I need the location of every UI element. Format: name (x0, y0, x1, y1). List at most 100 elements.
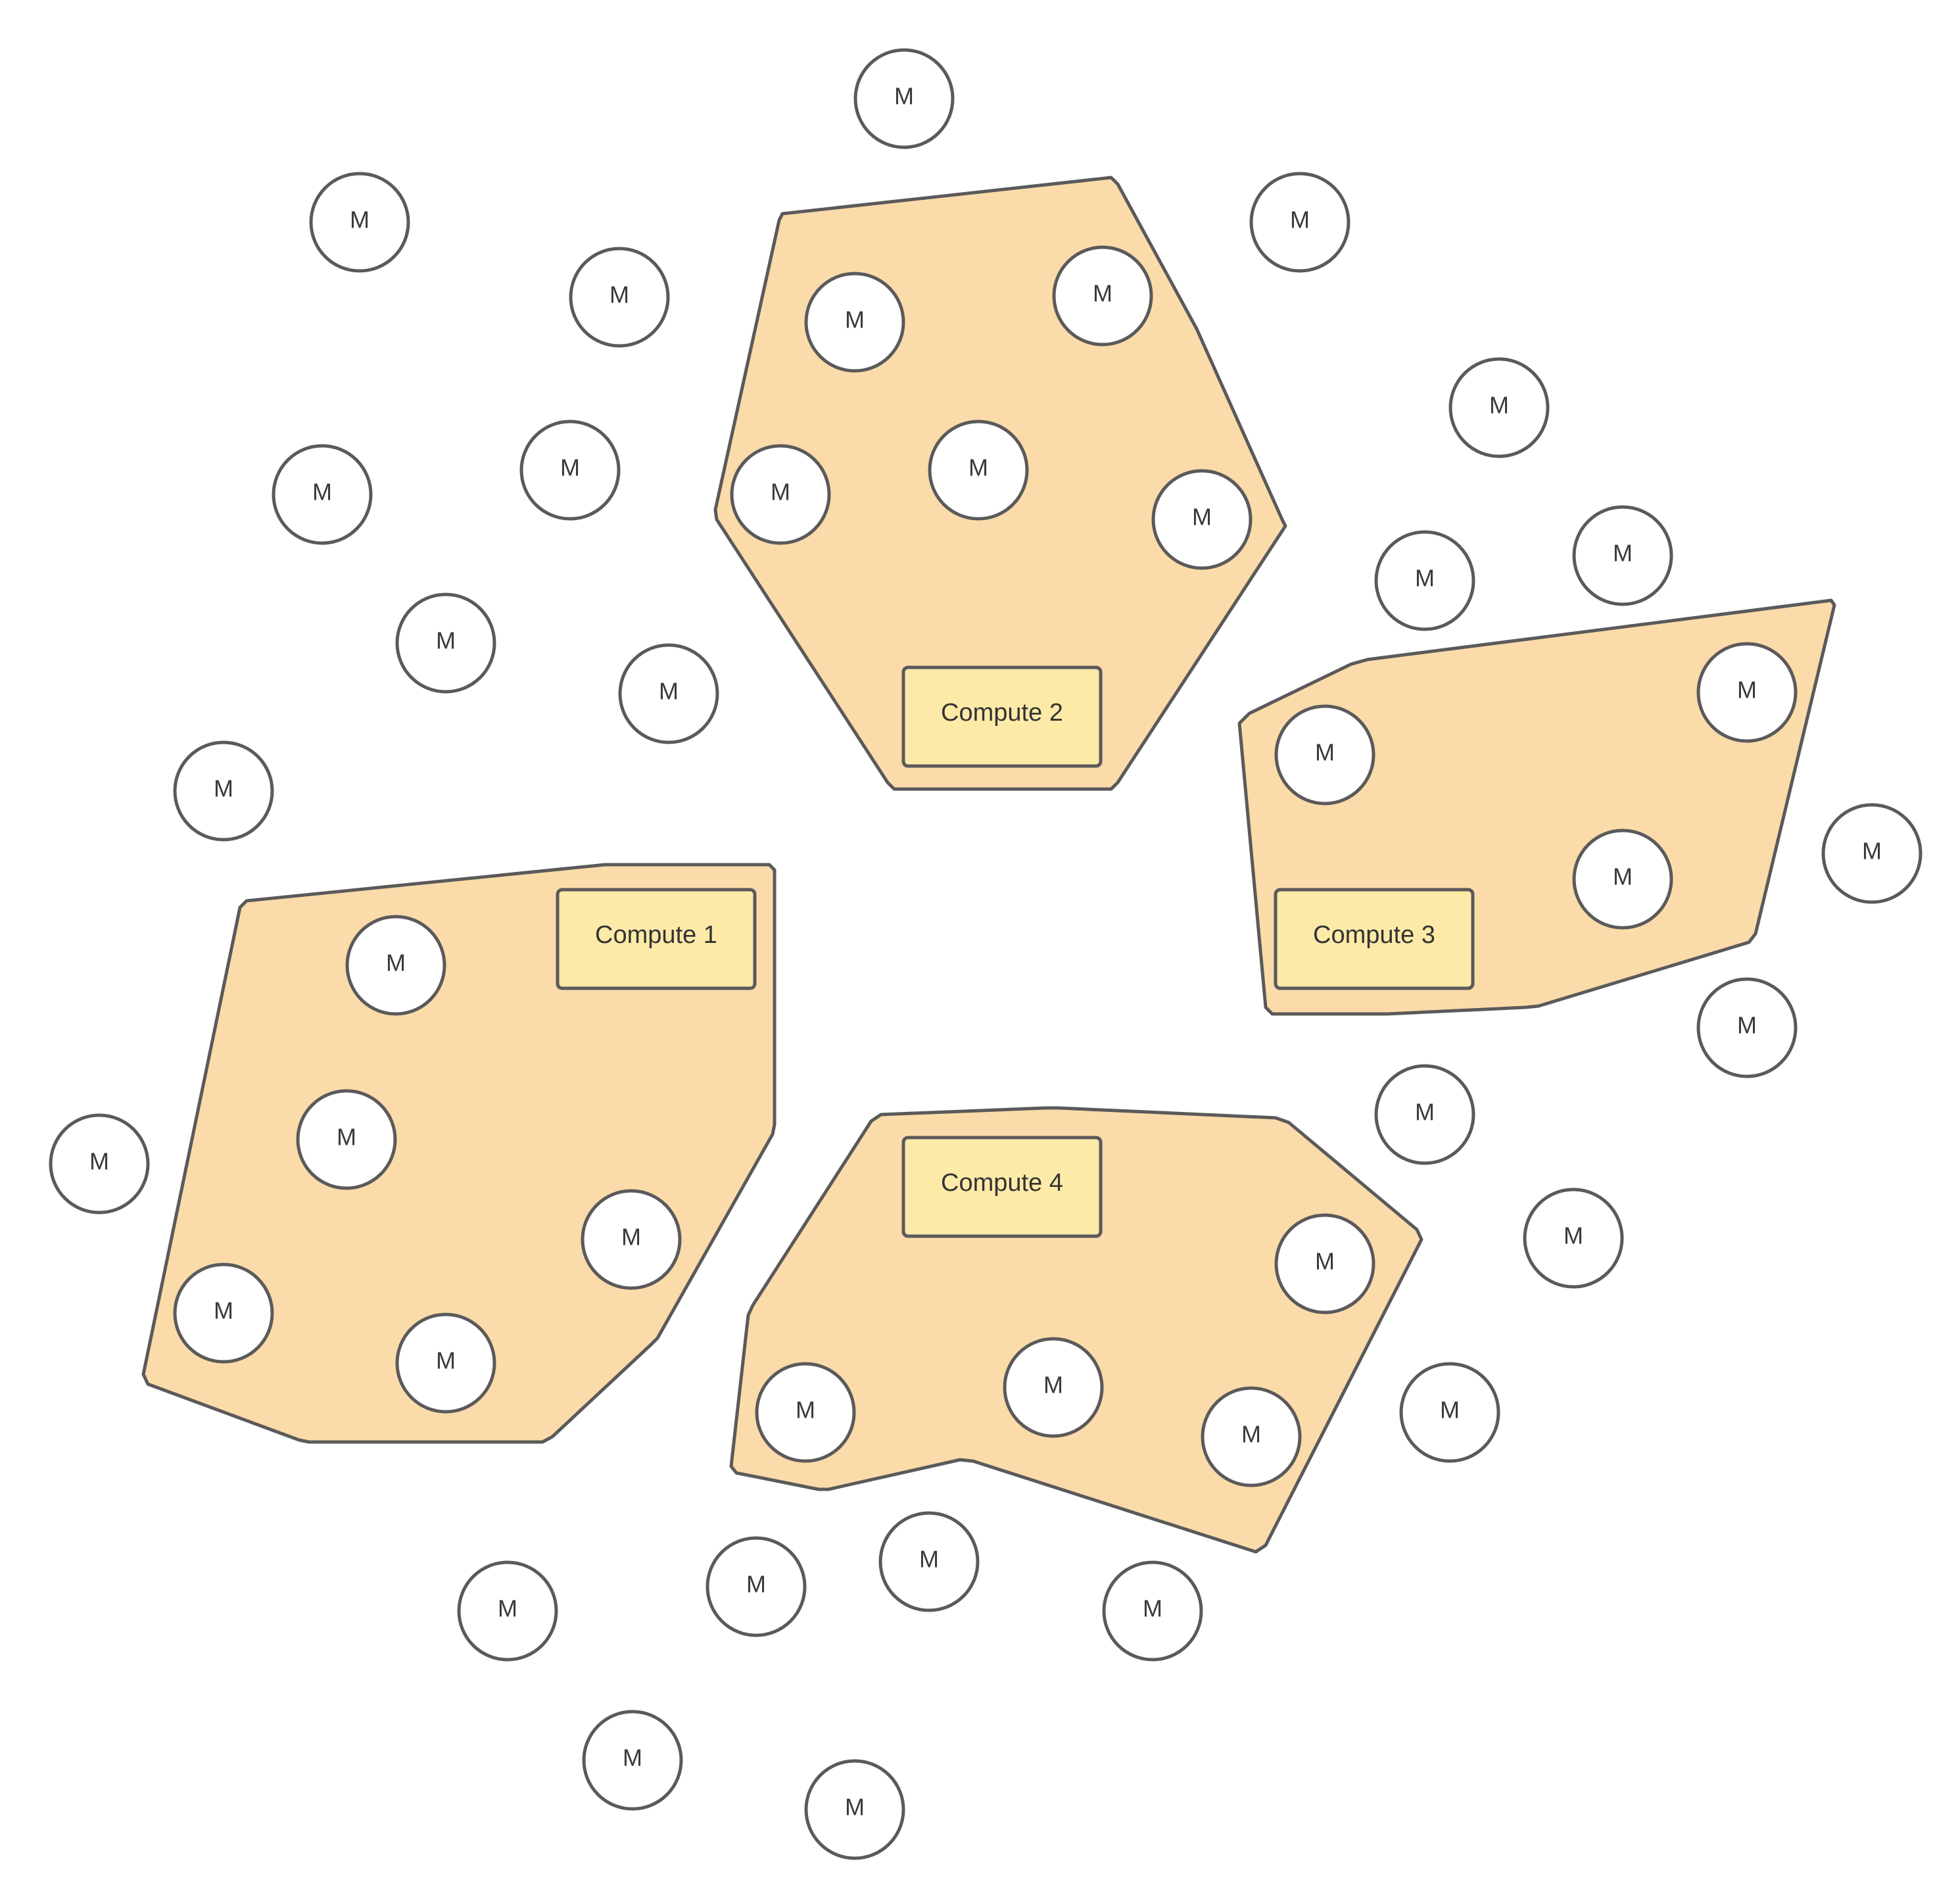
node-circle (804, 272, 905, 373)
node-circle (928, 420, 1029, 521)
node-circle (1572, 505, 1673, 606)
node-m: M (1151, 469, 1253, 570)
node-circle (569, 247, 670, 348)
node-m: M (1572, 505, 1673, 606)
node-label: M (845, 1794, 865, 1821)
node-label: M (1093, 280, 1112, 307)
compute-box-4: Compute 4 (901, 1136, 1103, 1238)
node-label: M (610, 281, 629, 308)
compute-box-label: Compute 2 (941, 699, 1063, 727)
node-label: M (1862, 838, 1882, 865)
node-layer: M M M M M M M M M M M M M M M M M M M M M M M M M M M M M M M M M M M M M M M M… (49, 48, 1923, 1860)
node-label: M (919, 1546, 939, 1573)
node-label: M (796, 1397, 815, 1424)
node-m: M (1696, 642, 1798, 743)
node-m: M (1523, 1188, 1624, 1289)
node-circle (1448, 357, 1550, 458)
node-m: M (618, 643, 719, 744)
compute-box-1: Compute 1 (556, 888, 757, 990)
node-circle (1523, 1188, 1624, 1289)
node-label: M (214, 775, 233, 802)
node-m: M (1052, 245, 1153, 347)
node-label: M (621, 1224, 641, 1251)
node-m: M (1399, 1362, 1500, 1463)
node-label: M (386, 950, 406, 976)
node-label: M (659, 678, 679, 705)
node-circle (1102, 1560, 1203, 1662)
node-circle (1274, 704, 1375, 805)
node-label: M (1315, 739, 1335, 766)
node-circle (1052, 245, 1153, 347)
node-label: M (89, 1148, 109, 1175)
node-label: M (498, 1595, 517, 1622)
node-label: M (214, 1297, 233, 1324)
node-circle (1821, 803, 1923, 904)
node-label: M (1440, 1397, 1460, 1424)
node-label: M (350, 206, 370, 233)
node-label: M (436, 627, 456, 654)
node-label: M (623, 1744, 642, 1771)
node-m: M (1249, 172, 1350, 273)
node-circle (309, 172, 410, 273)
compute-box-3: Compute 3 (1274, 888, 1475, 990)
node-circle (1151, 469, 1253, 570)
node-m: M (49, 1113, 150, 1214)
node-circle (173, 740, 274, 842)
node-m: M (1572, 829, 1673, 930)
node-circle (1696, 977, 1798, 1078)
node-circle (581, 1189, 682, 1290)
node-label: M (1564, 1222, 1583, 1249)
node-label: M (1143, 1595, 1162, 1622)
node-label: M (771, 479, 790, 506)
node-m: M (730, 444, 831, 545)
node-label: M (1043, 1372, 1063, 1399)
node-circle (173, 1262, 274, 1364)
node-label: M (1315, 1248, 1335, 1275)
node-label: M (1737, 1012, 1757, 1039)
node-circle (272, 444, 373, 545)
node-circle (1374, 1064, 1475, 1165)
node-label: M (436, 1347, 456, 1374)
node-m: M (296, 1089, 397, 1190)
node-m: M (395, 592, 496, 694)
node-circle (1572, 829, 1673, 930)
node-m: M (395, 1312, 496, 1414)
node-label: M (560, 454, 580, 481)
node-circle (730, 444, 831, 545)
node-m: M (878, 1511, 980, 1612)
compute-box-label: Compute 4 (941, 1169, 1063, 1197)
node-m: M (1274, 704, 1375, 805)
node-label: M (312, 479, 332, 506)
node-m: M (1102, 1560, 1203, 1662)
node-label: M (1290, 206, 1310, 233)
node-m: M (928, 420, 1029, 521)
node-m: M (755, 1362, 856, 1463)
node-m: M (519, 420, 621, 521)
node-m: M (173, 1262, 274, 1364)
compute-box-label: Compute 1 (595, 921, 717, 949)
node-label: M (1415, 1099, 1435, 1126)
node-m: M (1696, 977, 1798, 1078)
node-circle (1003, 1337, 1104, 1438)
region-compute-1 (141, 863, 777, 1444)
node-circle (1201, 1386, 1302, 1487)
node-circle (345, 915, 446, 1016)
node-m: M (1448, 357, 1550, 458)
node-label: M (746, 1571, 766, 1598)
compute-box-2: Compute 2 (901, 665, 1103, 768)
node-label: M (1737, 677, 1757, 704)
node-circle (457, 1560, 558, 1662)
node-m: M (272, 444, 373, 545)
node-circle (1249, 172, 1350, 273)
node-label: M (1192, 504, 1212, 531)
node-circle (618, 643, 719, 744)
node-label: M (1241, 1421, 1261, 1448)
node-m: M (582, 1710, 683, 1811)
node-m: M (457, 1560, 558, 1662)
node-m: M (309, 172, 410, 273)
node-circle (1696, 642, 1798, 743)
node-m: M (1003, 1337, 1104, 1438)
node-m: M (1821, 803, 1923, 904)
node-m: M (853, 48, 955, 149)
